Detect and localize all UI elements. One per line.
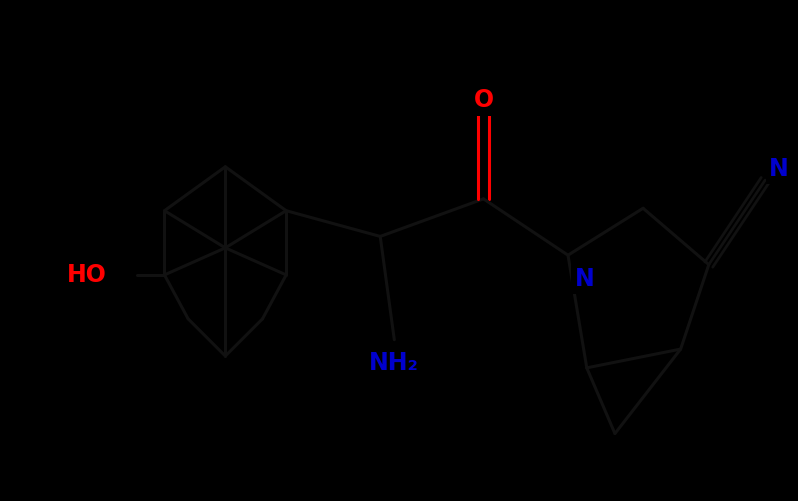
Text: N: N (769, 157, 789, 181)
Text: O: O (473, 88, 493, 112)
Text: HO: HO (67, 263, 107, 287)
Text: NH₂: NH₂ (369, 351, 419, 375)
Text: N: N (575, 267, 595, 291)
